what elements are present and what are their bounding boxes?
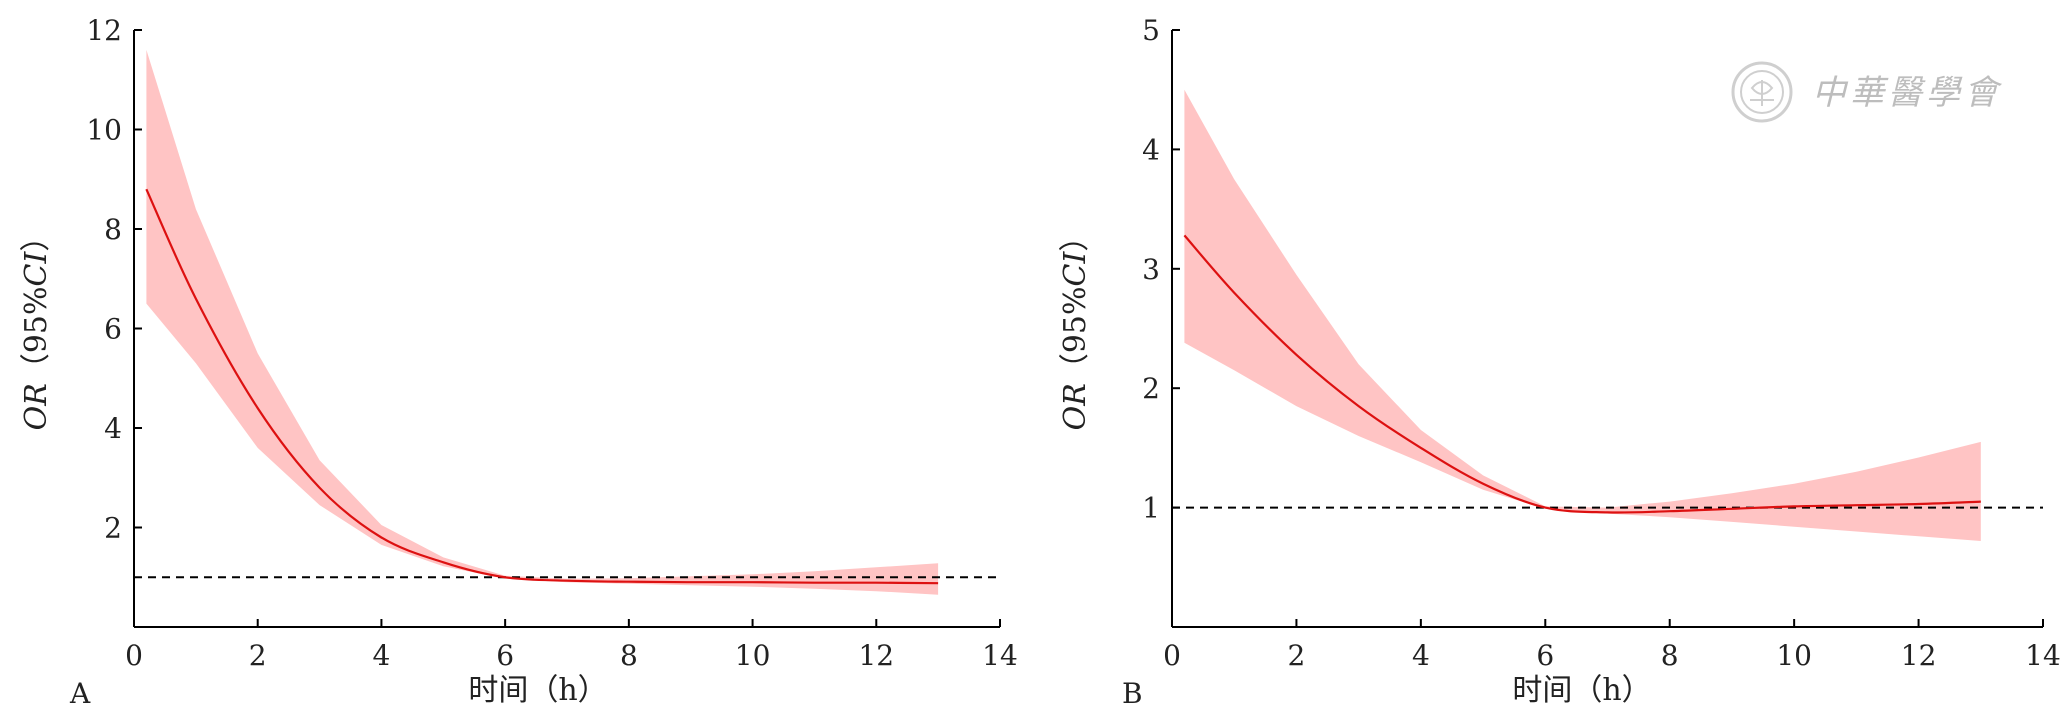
y-tick-label: 8 bbox=[104, 213, 122, 246]
x-axis-title-a: 时间（h） bbox=[468, 673, 607, 708]
x-axis-title-b: 时间（h） bbox=[1512, 673, 1651, 708]
or-curve-a bbox=[145, 188, 939, 585]
y-title-ci-prefix-a: （95% bbox=[19, 286, 54, 383]
y-title-ci-a: CI bbox=[19, 251, 54, 287]
y-tick-label: 4 bbox=[104, 412, 122, 445]
x-tick-label: 10 bbox=[1776, 639, 1812, 672]
x-tick-label: 10 bbox=[735, 639, 771, 672]
y-tick-label: 10 bbox=[86, 114, 122, 147]
y-tick-label: 2 bbox=[1142, 372, 1160, 405]
y-title-or-a: OR bbox=[19, 383, 54, 430]
x-tick-label: 14 bbox=[982, 639, 1018, 672]
ci-band-b bbox=[1184, 89, 1981, 541]
x-tick-label: 6 bbox=[496, 639, 514, 672]
x-tick-label: 2 bbox=[249, 639, 267, 672]
x-tick-label: 0 bbox=[1163, 639, 1181, 672]
x-tick-label: 4 bbox=[1412, 639, 1430, 672]
y-tick-label: 2 bbox=[104, 512, 122, 545]
watermark-text: 中華醫學會 bbox=[1812, 73, 2003, 113]
or-curve-b bbox=[1183, 234, 1981, 514]
y-title-or-b: OR bbox=[1058, 383, 1093, 430]
y-axis-title-a: OR（95%CI） bbox=[19, 222, 54, 431]
panel-label-b: B bbox=[1122, 677, 1143, 710]
x-tick-label: 14 bbox=[2025, 639, 2061, 672]
x-tick-label: 4 bbox=[373, 639, 391, 672]
x-tick-label: 6 bbox=[1536, 639, 1554, 672]
y-title-ci-suffix-a: ） bbox=[19, 222, 54, 252]
y-tick-label: 5 bbox=[1142, 14, 1160, 47]
y-tick-label: 4 bbox=[1142, 133, 1160, 166]
watermark: 中華醫學會 bbox=[1731, 61, 2003, 123]
x-tick-label: 12 bbox=[858, 639, 894, 672]
axes-a: 0 2 4 6 8 10 12 14 2 4 6 8 10 12 bbox=[86, 14, 1017, 672]
y-tick-label: 3 bbox=[1142, 253, 1160, 286]
ci-band-a bbox=[146, 49, 939, 595]
x-tick-label: 8 bbox=[1661, 639, 1679, 672]
panel-label-a: A bbox=[69, 677, 91, 710]
y-title-ci-suffix-b: ） bbox=[1058, 222, 1093, 252]
y-title-ci-prefix-b: （95% bbox=[1058, 286, 1093, 383]
y-tick-label: 12 bbox=[86, 14, 122, 47]
y-title-ci-b: CI bbox=[1058, 251, 1093, 287]
x-tick-label: 12 bbox=[1901, 639, 1937, 672]
y-tick-label: 1 bbox=[1142, 492, 1160, 525]
panel-a: 0 2 4 6 8 10 12 14 2 4 6 8 10 12 时间（h） OR（95%CI） A bbox=[19, 14, 1018, 710]
y-tick-label: 6 bbox=[104, 313, 122, 346]
watermark-seal-icon bbox=[1731, 61, 1793, 123]
x-tick-label: 8 bbox=[620, 639, 638, 672]
y-axis-title-b: OR（95%CI） bbox=[1058, 222, 1093, 431]
x-tick-label: 0 bbox=[125, 639, 143, 672]
x-tick-label: 2 bbox=[1288, 639, 1306, 672]
